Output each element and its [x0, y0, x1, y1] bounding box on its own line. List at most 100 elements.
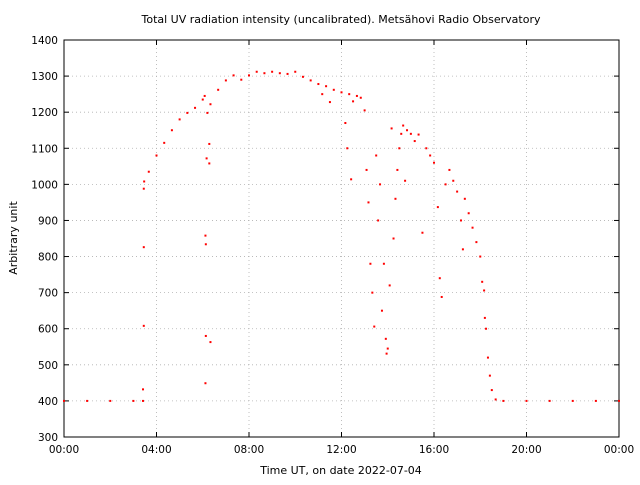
y-tick-label: 1200 — [31, 107, 58, 119]
data-point — [386, 347, 389, 350]
plot-frame — [63, 39, 620, 438]
data-point — [369, 262, 372, 265]
data-point — [224, 79, 227, 82]
data-point — [525, 399, 528, 402]
y-tick-label: 900 — [38, 215, 58, 227]
data-point — [278, 72, 281, 75]
data-point — [142, 388, 145, 391]
data-point — [398, 147, 401, 150]
data-point — [186, 111, 189, 114]
x-axis-label: Time UT, on date 2022-07-04 — [259, 464, 422, 477]
data-point — [204, 334, 207, 337]
data-point — [388, 284, 391, 287]
data-point — [263, 72, 266, 75]
x-tick-label: 04:00 — [141, 444, 171, 456]
data-point — [548, 399, 551, 402]
data-point — [217, 88, 220, 91]
data-point — [205, 157, 208, 160]
data-point — [367, 201, 370, 204]
data-point — [502, 399, 505, 402]
x-tick-label: 20:00 — [511, 444, 541, 456]
data-point — [363, 109, 366, 112]
data-point — [436, 206, 439, 209]
data-point — [385, 352, 388, 355]
data-point — [394, 197, 397, 200]
data-point — [178, 118, 181, 121]
data-point — [332, 88, 335, 91]
y-axis-label: Arbitrary unit — [7, 201, 20, 275]
data-point — [406, 129, 409, 132]
data-point — [483, 316, 486, 319]
data-point — [494, 398, 497, 401]
data-point — [438, 277, 441, 280]
data-point — [203, 94, 206, 97]
data-points — [63, 70, 620, 402]
data-point — [359, 96, 362, 99]
y-tick-label: 600 — [38, 324, 58, 336]
data-point — [382, 262, 385, 265]
data-point — [421, 231, 424, 234]
data-point — [286, 72, 289, 75]
data-point — [461, 248, 464, 251]
data-point — [384, 337, 387, 340]
data-point — [481, 280, 484, 283]
data-point — [404, 179, 407, 182]
data-point — [380, 309, 383, 312]
data-point — [208, 142, 211, 145]
data-point — [402, 124, 405, 127]
data-point — [390, 127, 393, 130]
data-point — [344, 122, 347, 125]
data-point — [142, 324, 145, 327]
data-point — [321, 93, 324, 96]
data-point — [240, 78, 243, 81]
data-point — [143, 180, 146, 183]
data-point — [409, 132, 412, 135]
y-tick-label: 800 — [38, 252, 58, 264]
data-point — [346, 147, 349, 150]
data-point — [132, 399, 135, 402]
data-point — [194, 106, 197, 109]
x-tick-label: 00:00 — [604, 444, 634, 456]
data-point — [142, 399, 145, 402]
data-point — [444, 183, 447, 186]
data-point — [456, 190, 459, 193]
x-tick-label: 00:00 — [49, 444, 79, 456]
data-point — [365, 168, 368, 171]
data-point — [204, 243, 207, 246]
y-tick-label: 1000 — [31, 179, 58, 191]
data-point — [485, 327, 488, 330]
y-tick-label: 1300 — [31, 71, 58, 83]
data-point — [170, 129, 173, 132]
y-tick-label: 300 — [38, 432, 58, 444]
data-point — [483, 289, 486, 292]
data-point — [355, 94, 358, 97]
data-point — [594, 399, 597, 402]
data-point — [413, 140, 416, 143]
data-point — [377, 219, 380, 222]
data-point — [490, 389, 493, 392]
data-point — [429, 154, 432, 157]
data-point — [63, 399, 65, 402]
data-point — [348, 93, 351, 96]
data-point — [475, 241, 478, 244]
data-point — [208, 162, 211, 165]
data-point — [425, 147, 428, 150]
data-point — [467, 212, 470, 215]
chart-title: Total UV radiation intensity (uncalibrat… — [141, 13, 541, 26]
data-point — [371, 291, 374, 294]
data-point — [618, 399, 620, 402]
data-point — [471, 226, 474, 229]
data-point — [294, 70, 297, 73]
data-point — [379, 183, 382, 186]
data-point — [301, 75, 304, 78]
x-tick-label: 12:00 — [326, 444, 356, 456]
data-point — [201, 98, 204, 101]
data-point — [459, 219, 462, 222]
data-point — [375, 154, 378, 157]
data-point — [396, 168, 399, 171]
data-point — [340, 91, 343, 94]
data-point — [400, 132, 403, 135]
data-point — [440, 295, 443, 298]
data-point — [317, 83, 320, 86]
